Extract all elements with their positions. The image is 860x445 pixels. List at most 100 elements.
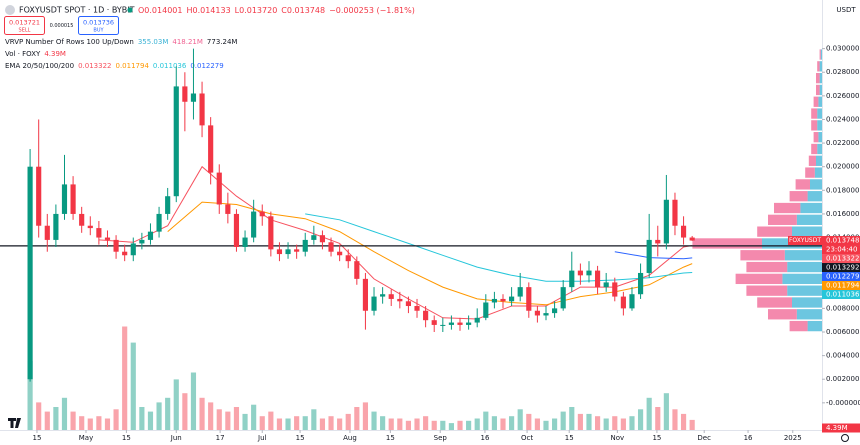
candle-body — [569, 270, 575, 288]
volume-bar — [319, 418, 326, 430]
profile-up — [818, 96, 822, 107]
ema-label: EMA 20/50/100/200 — [5, 62, 74, 70]
x-tick-label: 15 — [33, 434, 42, 442]
buy-label: BUY — [93, 28, 104, 34]
candle-body — [173, 86, 179, 197]
price-label-bg — [822, 263, 860, 273]
volume-bar — [294, 416, 300, 430]
volume-bar — [53, 407, 59, 430]
volume-bar — [139, 407, 145, 430]
volume-bar — [242, 413, 248, 430]
ohlc-legend: O0.014001 H0.014133 L0.013720 C0.013748 −0.0… — [138, 6, 415, 15]
y-tick-label: 0.020000 — [826, 163, 859, 171]
candle-body — [61, 184, 68, 214]
vrvp-value: 418.21M — [172, 38, 203, 46]
volume-bar — [637, 409, 644, 430]
vrvp-legend[interactable]: VRVP Number Of Rows 100 Up/Down 355.03M 41… — [5, 38, 237, 46]
x-tick-label: 2025 — [784, 434, 802, 442]
volume-bar — [517, 409, 523, 430]
vrvp-value: 773.24M — [207, 38, 238, 46]
candle-body — [663, 199, 669, 244]
volume-bar — [380, 416, 386, 430]
profile-down — [816, 72, 820, 84]
x-tick-label: 16 — [480, 434, 489, 442]
volume-bar — [603, 418, 609, 430]
ema-line — [167, 201, 693, 306]
ema-legend[interactable]: EMA 20/50/100/200 0.013322 0.011794 0.01103… — [5, 62, 224, 70]
price-label-bg — [822, 254, 860, 264]
profile-down — [813, 96, 819, 107]
market-status — [127, 7, 133, 13]
profile-up — [819, 84, 822, 96]
countdown: 23:04:40 — [826, 246, 857, 254]
profile-up — [814, 167, 822, 178]
candle-body — [405, 301, 411, 307]
volume-bar — [27, 361, 33, 430]
candle-body — [70, 184, 76, 214]
candle-body — [689, 237, 695, 241]
volume-bar — [44, 411, 50, 430]
candle-body — [87, 225, 93, 229]
ema-value: 0.012279 — [190, 62, 223, 70]
profile-up — [810, 179, 822, 190]
volume-bar — [182, 393, 188, 430]
volume-bar — [431, 420, 437, 430]
volume-bar — [483, 411, 489, 430]
price-label-bg — [822, 281, 860, 291]
volume-bar — [337, 418, 343, 430]
volume-bar — [216, 409, 222, 430]
volume-bar — [156, 402, 162, 430]
y-tick-label: 0.022000 — [826, 139, 859, 147]
profile-down — [789, 320, 808, 332]
volume-bar — [345, 413, 351, 430]
profile-down — [811, 120, 818, 131]
y-tick-label: 0.016000 — [826, 210, 859, 218]
ohlc-value: C0.013748 — [281, 6, 325, 15]
sell-button[interactable] — [4, 16, 45, 35]
price-label-bg — [822, 236, 860, 246]
candle-body — [380, 294, 386, 297]
spread: 0.000015 — [50, 23, 74, 29]
settings-icon[interactable] — [841, 434, 849, 442]
volume-bar — [233, 407, 240, 430]
tradingview-logo[interactable] — [8, 418, 21, 428]
chart-title[interactable]: FOXYUSDT SPOT · 1D · BYBIT — [19, 6, 135, 15]
buy-button[interactable] — [78, 16, 119, 35]
profile-down — [740, 250, 785, 261]
symbol-logo — [5, 5, 15, 15]
x-tick-label: 16 — [744, 434, 753, 442]
volume-bar — [534, 418, 540, 430]
candle-body — [113, 239, 119, 252]
candle-body — [509, 296, 515, 302]
candle-body — [577, 270, 583, 276]
candle-body — [646, 239, 652, 273]
volume-bar — [560, 411, 566, 430]
candle-body — [319, 235, 326, 243]
y-tick-label: 0.018000 — [826, 186, 859, 194]
x-tick-label: 15 — [386, 434, 395, 442]
profile-down — [774, 202, 801, 214]
candle-body — [96, 228, 102, 238]
volume-bar — [440, 420, 446, 430]
currency[interactable]: USDT — [836, 6, 856, 14]
x-tick-label: Aug — [343, 434, 357, 442]
candle-body — [491, 298, 497, 303]
volume-bar — [87, 418, 93, 430]
profile-down — [746, 261, 788, 273]
volume-bar — [595, 416, 601, 430]
x-tick-label: 15 — [565, 434, 574, 442]
candle-body — [448, 322, 454, 325]
volume-bar — [569, 407, 575, 430]
profile-up — [819, 72, 822, 84]
volume-bar — [36, 402, 42, 430]
symbol-tag-bg — [788, 236, 822, 246]
volume-bar — [122, 326, 128, 430]
volume-bar — [268, 411, 274, 430]
volume-legend[interactable]: Vol · FOXY 4.39M — [5, 50, 66, 58]
volume-tag-bg — [822, 423, 860, 433]
profile-up — [800, 202, 822, 214]
volume-bar — [405, 420, 411, 430]
candle-body — [629, 294, 635, 309]
candle-body — [233, 213, 240, 247]
